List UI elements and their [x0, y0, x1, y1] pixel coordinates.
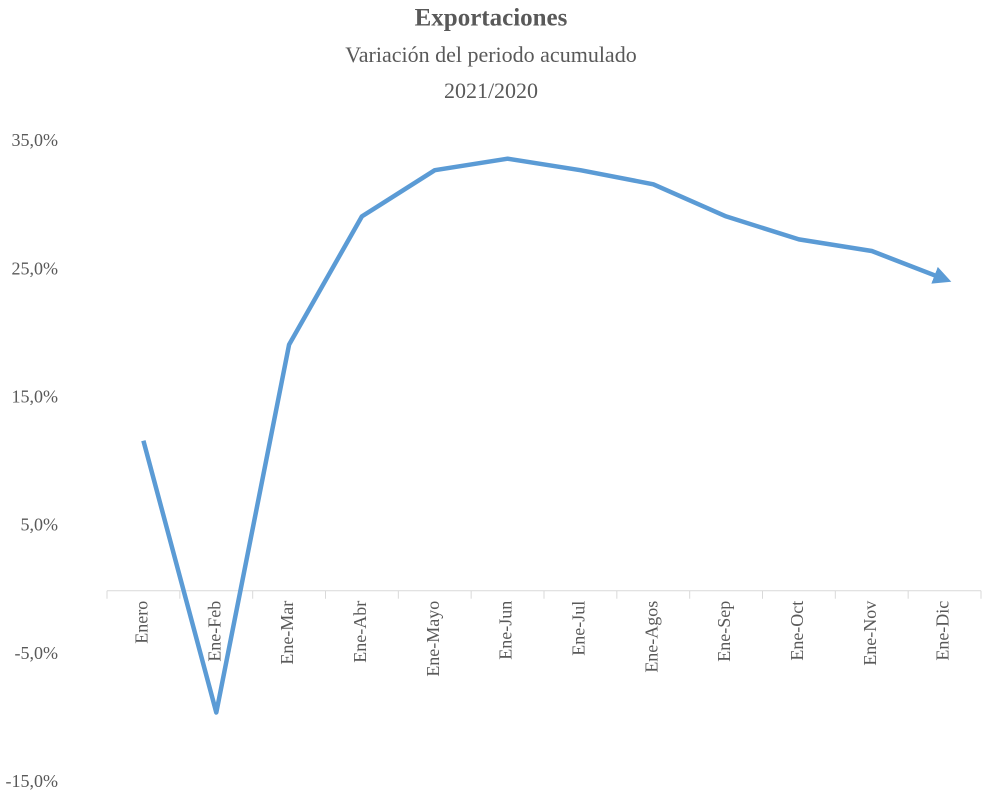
y-tick-label: -15,0%: [6, 771, 59, 791]
x-tick-label: Ene-Mayo: [423, 601, 443, 677]
x-tick-label: Ene-Oct: [787, 601, 807, 661]
chart-subtitle: 2021/2020: [444, 78, 538, 103]
y-tick-label: 15,0%: [12, 387, 59, 407]
x-tick-label: Ene-Feb: [204, 601, 224, 662]
chart-subtitle: Variación del periodo acumulado: [345, 42, 636, 67]
x-tick-label: Ene-Dic: [933, 601, 953, 661]
y-tick-label: 25,0%: [12, 258, 59, 278]
x-tick-label: Ene-Sep: [714, 601, 734, 662]
x-tick-label: Ene-Nov: [860, 601, 880, 666]
x-tick-label: Ene-Jul: [569, 601, 589, 656]
y-tick-label: -5,0%: [15, 643, 59, 663]
x-tick-label: Ene-Agos: [641, 601, 661, 673]
x-tick-label: Ene-Mar: [277, 601, 297, 665]
y-tick-label: 5,0%: [21, 515, 59, 535]
x-tick-label: Enero: [132, 601, 152, 644]
data-line: [141, 156, 952, 715]
y-tick-label: 35,0%: [12, 130, 59, 150]
chart-title: Exportaciones: [415, 5, 568, 32]
x-tick-label: Ene-Abr: [350, 601, 370, 663]
x-tick-label: Ene-Jun: [496, 601, 516, 660]
